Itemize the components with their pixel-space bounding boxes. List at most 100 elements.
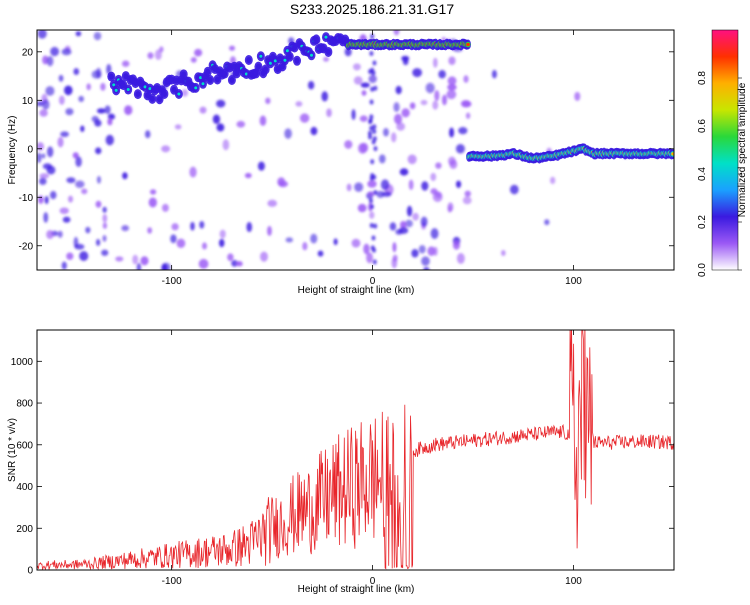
y-tick-label: -10 — [19, 193, 34, 204]
spectrogram-cell — [115, 256, 124, 262]
spectrogram-cell — [190, 221, 195, 231]
spectrogram-cell — [372, 124, 377, 130]
spectrogram-cell — [37, 101, 44, 107]
spectrogram-cell — [273, 59, 277, 63]
spectrogram-cell — [371, 139, 376, 145]
spectrogram-cell — [550, 176, 556, 185]
spectrogram-cell — [37, 152, 42, 164]
spectrogram-cell — [149, 189, 157, 195]
spectrogram-cell — [161, 90, 167, 97]
spectrogram-cell — [161, 145, 171, 153]
spectrogram-cell — [255, 63, 261, 70]
spectrogram-cell — [310, 126, 318, 136]
spectrogram-cell — [369, 114, 374, 120]
spectrogram-cell — [354, 182, 364, 192]
spectrogram-cell — [509, 184, 519, 195]
spectrogram-cell — [231, 260, 239, 267]
spectrogram-cell — [140, 256, 149, 266]
spectrogram-cell — [353, 76, 363, 85]
spectrogram-cell — [170, 234, 177, 244]
colorbar-ticks: 0.0 0.2 0.4 0.6 0.8 — [697, 71, 742, 277]
spectrogram-cell — [370, 67, 375, 73]
spectrogram-cell — [218, 238, 225, 248]
spectrogram-cell — [367, 130, 372, 136]
spectrogram-cell — [79, 251, 89, 261]
spectrogram-cell — [96, 175, 101, 184]
spectrogram-cell — [302, 241, 308, 251]
spectrogram-cell — [458, 127, 468, 135]
spectrogram-cell — [346, 183, 352, 192]
spectrogram-cell — [449, 159, 458, 169]
spectrogram-cell — [176, 238, 186, 249]
spectrogram-cell — [132, 254, 139, 265]
spectrogram-cell — [147, 52, 154, 59]
spectrogram-cell — [80, 125, 85, 132]
spectrogram-cell — [434, 90, 440, 102]
spectrogram-cell — [94, 119, 102, 127]
spectrogram-cell — [423, 267, 430, 270]
spectrogram-cell — [85, 226, 91, 234]
spectrogram-heat-layer — [37, 30, 674, 270]
spectrogram-cell — [100, 82, 106, 91]
spectrogram-cell — [145, 130, 151, 139]
spectrogram-cell — [181, 71, 187, 78]
spectrogram-cell — [376, 190, 385, 198]
spectrogram-cell — [95, 200, 102, 208]
spectrogram-cell — [307, 81, 315, 90]
spectrogram-cell — [148, 87, 152, 91]
spectrogram-cell — [246, 222, 253, 233]
y-tick-label: 400 — [16, 482, 33, 493]
spectrogram-cell — [396, 122, 406, 131]
spectrogram-cell — [408, 179, 414, 191]
spectrogram-cell — [96, 108, 106, 114]
spectrogram-cell — [199, 106, 207, 114]
y-tick-label: 10 — [22, 96, 34, 107]
spectrogram-cell — [66, 252, 74, 260]
spectrogram-cell — [60, 131, 69, 138]
spectrogram-cell — [161, 203, 169, 212]
spectrogram-cell — [121, 225, 130, 232]
spectrogram-ylabel: Frequency (Hz) — [7, 116, 18, 185]
spectrogram-cell — [369, 204, 374, 210]
spectrogram-cell — [75, 31, 82, 37]
spectrogram-cell — [398, 227, 409, 234]
y-tick-label: 0 — [27, 566, 33, 577]
spectrogram-cell — [430, 172, 437, 182]
spectrogram-cell — [405, 219, 413, 228]
spectrogram-cell — [102, 213, 108, 223]
spectrogram-cell — [420, 99, 428, 106]
y-tick-label: 800 — [16, 399, 33, 410]
spectrogram-cell — [430, 188, 438, 195]
spectrogram-cell — [372, 60, 377, 66]
spectrogram-cell — [236, 120, 246, 128]
spectrogram-cell — [287, 53, 293, 60]
spectrogram-cell — [369, 99, 374, 105]
spectrogram-cell — [409, 102, 416, 110]
spectrogram-cell — [198, 258, 209, 269]
spectrogram-cell — [135, 91, 141, 98]
spectrogram-cell — [227, 253, 234, 262]
spectrogram-cell — [421, 181, 429, 191]
spectrogram-cell — [66, 177, 76, 184]
snr-frame — [36, 329, 675, 571]
spectrogram-cell — [380, 179, 390, 191]
spectrogram-cell — [452, 240, 460, 250]
colorbar-tick-label: 0.6 — [697, 119, 708, 133]
spectrogram-cell — [369, 51, 374, 57]
spectrogram-cell — [464, 190, 471, 197]
spectrogram-cell — [357, 203, 367, 213]
x-tick-label: 100 — [565, 576, 582, 587]
spectrogram-cell — [333, 238, 338, 246]
spectrogram-cell — [447, 76, 457, 86]
colorbar-label: Normalized spectral amplitude — [737, 82, 748, 217]
spectrogram-cell — [205, 68, 211, 75]
spectrogram-cell — [402, 57, 409, 66]
spectrogram-cell — [194, 86, 198, 90]
colorbar: 0.0 0.2 0.4 0.6 0.8 Normalized spectral ampl… — [697, 29, 748, 277]
spectrogram-xlabel: Height of straight line (km) — [298, 285, 415, 296]
spectrogram-cell — [373, 146, 378, 152]
spectrogram-cell — [136, 262, 142, 270]
spectrogram-cell — [455, 180, 462, 189]
spectrogram-cell — [154, 49, 162, 60]
